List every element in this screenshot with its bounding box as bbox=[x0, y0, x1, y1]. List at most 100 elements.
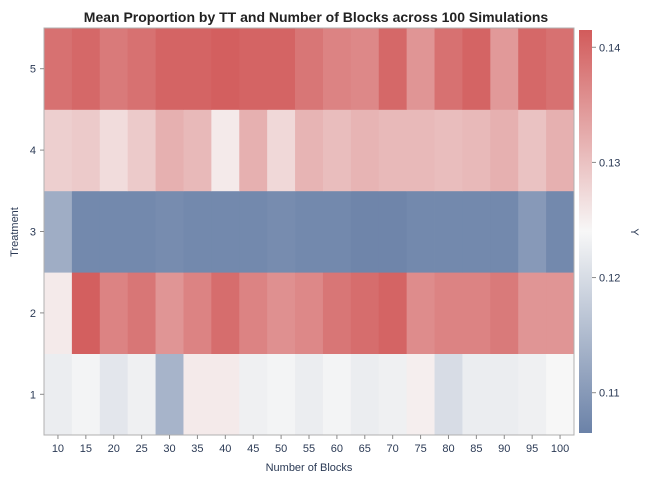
heatmap-cell bbox=[546, 28, 575, 110]
heatmap-cell bbox=[490, 109, 519, 192]
colorbar-tick-label: 0.13 bbox=[599, 157, 620, 169]
heatmap-cell bbox=[267, 109, 296, 192]
x-tick-label: 10 bbox=[52, 443, 64, 455]
heatmap-cell bbox=[378, 28, 408, 110]
heatmap-cell bbox=[518, 28, 547, 110]
heatmap-cell bbox=[518, 272, 547, 354]
heatmap-cell bbox=[267, 190, 296, 273]
heatmap-cell bbox=[183, 28, 212, 110]
heatmap-cell bbox=[322, 353, 352, 436]
heatmap-cell bbox=[71, 109, 101, 192]
heatmap-cell bbox=[546, 353, 575, 436]
heatmap-cell bbox=[406, 109, 435, 192]
x-tick-label: 40 bbox=[219, 443, 231, 455]
heatmap-cell bbox=[350, 28, 380, 110]
heatmap-cell bbox=[71, 272, 101, 354]
x-axis: 10 15 20 25 30 35 40 45 50 55 60 65 70 75 80 85 90 95 100 bbox=[52, 435, 569, 455]
heatmap-cell bbox=[462, 272, 491, 354]
heatmap-cell bbox=[211, 28, 240, 110]
heatmap-cell bbox=[183, 353, 212, 436]
y-tick-label: 4 bbox=[30, 145, 36, 157]
heatmap-cell bbox=[295, 190, 324, 273]
x-tick-label: 45 bbox=[247, 443, 259, 455]
heatmap-cell bbox=[434, 353, 463, 436]
colorbar-ticks: 0.11 0.12 0.13 0.14 bbox=[592, 42, 620, 400]
heatmap-cell bbox=[322, 109, 352, 192]
x-tick-label: 50 bbox=[275, 443, 287, 455]
heatmap-cell bbox=[267, 28, 296, 110]
heatmap-cell bbox=[518, 190, 547, 273]
heatmap-cell bbox=[99, 353, 129, 436]
heatmap-cell bbox=[434, 190, 463, 273]
heatmap-cell bbox=[211, 272, 240, 354]
colorbar bbox=[579, 30, 592, 433]
heatmap-cell bbox=[434, 28, 463, 110]
heatmap-cell bbox=[239, 272, 268, 354]
x-tick-label: 75 bbox=[414, 443, 426, 455]
heatmap-cell bbox=[322, 28, 352, 110]
x-tick-label: 55 bbox=[303, 443, 315, 455]
heatmap-cell bbox=[183, 109, 212, 192]
heatmap-cell bbox=[462, 28, 491, 110]
heatmap-cell bbox=[434, 272, 463, 354]
y-tick-label: 1 bbox=[30, 389, 36, 401]
heatmap-cell bbox=[155, 190, 184, 273]
x-tick-label: 35 bbox=[191, 443, 203, 455]
heatmap-cell bbox=[378, 109, 408, 192]
x-axis-label: Number of Blocks bbox=[266, 462, 353, 474]
heatmap-cell bbox=[127, 272, 156, 354]
heatmap-cell bbox=[322, 272, 352, 354]
heatmap-cell bbox=[378, 272, 408, 354]
x-tick-label: 20 bbox=[108, 443, 120, 455]
heatmap-cell bbox=[462, 109, 491, 192]
x-tick-label: 95 bbox=[526, 443, 538, 455]
heatmap-cell bbox=[44, 190, 73, 273]
colorbar-tick-label: 0.11 bbox=[599, 388, 620, 400]
heatmap-cell bbox=[350, 353, 380, 436]
heatmap-cell bbox=[406, 272, 435, 354]
heatmap-cell bbox=[44, 272, 73, 354]
x-tick-label: 60 bbox=[331, 443, 343, 455]
y-tick-label: 3 bbox=[30, 227, 36, 239]
y-axis: 1 2 3 4 5 bbox=[30, 64, 44, 401]
heatmap-cell bbox=[127, 28, 156, 110]
heatmap-cell bbox=[490, 28, 519, 110]
heatmap-cell bbox=[239, 190, 268, 273]
x-tick-label: 100 bbox=[551, 443, 569, 455]
heatmap-cell bbox=[99, 28, 129, 110]
heatmap-cell bbox=[267, 353, 296, 436]
heatmap-cell bbox=[350, 109, 380, 192]
colorbar-label: Y bbox=[628, 228, 640, 236]
heatmap-cell bbox=[155, 109, 184, 192]
heatmap-cell bbox=[211, 190, 240, 273]
heatmap-cell bbox=[239, 28, 268, 110]
heatmap-cell bbox=[127, 353, 156, 436]
heatmap-cell bbox=[127, 190, 156, 273]
heatmap-cell bbox=[155, 28, 184, 110]
heatmap-cell bbox=[44, 353, 73, 436]
heatmap-cell bbox=[295, 353, 324, 436]
x-tick-label: 70 bbox=[387, 443, 399, 455]
heatmap-cell bbox=[546, 109, 575, 192]
heatmap-cell bbox=[183, 272, 212, 354]
heatmap-cell bbox=[518, 353, 547, 436]
heatmap-cell bbox=[295, 272, 324, 354]
colorbar-tick-label: 0.14 bbox=[599, 42, 620, 54]
x-tick-label: 65 bbox=[359, 443, 371, 455]
heatmap-cell bbox=[295, 28, 324, 110]
heatmap-cell bbox=[434, 109, 463, 192]
colorbar-tick-label: 0.12 bbox=[599, 273, 620, 285]
heatmap-cell bbox=[127, 109, 156, 192]
heatmap-cell bbox=[239, 353, 268, 436]
heatmap-cells bbox=[44, 28, 575, 436]
heatmap-cell bbox=[44, 28, 73, 110]
x-tick-label: 85 bbox=[470, 443, 482, 455]
heatmap-cell bbox=[295, 109, 324, 192]
heatmap-cell bbox=[267, 272, 296, 354]
heatmap-cell bbox=[322, 190, 352, 273]
chart-title: Mean Proportion by TT and Number of Bloc… bbox=[84, 9, 549, 25]
heatmap-cell bbox=[183, 190, 212, 273]
heatmap-cell bbox=[211, 353, 240, 436]
x-tick-label: 15 bbox=[80, 443, 92, 455]
